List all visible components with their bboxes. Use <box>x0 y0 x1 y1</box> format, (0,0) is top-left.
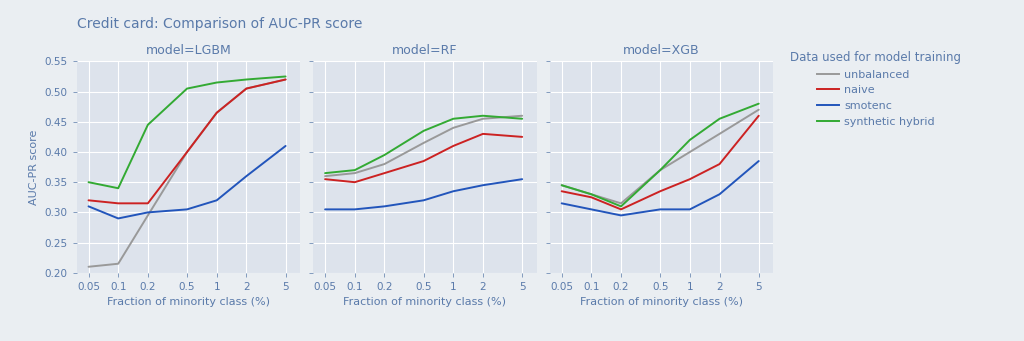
Title: model=RF: model=RF <box>392 44 458 57</box>
Text: Credit card: Comparison of AUC-PR score: Credit card: Comparison of AUC-PR score <box>77 17 362 31</box>
X-axis label: Fraction of minority class (%): Fraction of minority class (%) <box>580 297 743 307</box>
Title: model=XGB: model=XGB <box>624 44 699 57</box>
X-axis label: Fraction of minority class (%): Fraction of minority class (%) <box>343 297 507 307</box>
Y-axis label: AUC-PR score: AUC-PR score <box>29 129 39 205</box>
X-axis label: Fraction of minority class (%): Fraction of minority class (%) <box>106 297 270 307</box>
Title: model=LGBM: model=LGBM <box>145 44 231 57</box>
Legend: unbalanced, naive, smotenc, synthetic hybrid: unbalanced, naive, smotenc, synthetic hy… <box>785 46 966 131</box>
